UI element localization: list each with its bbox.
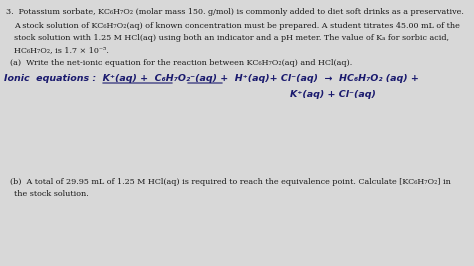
Text: (a)  Write the net-ionic equation for the reaction between KC₆H₇O₂(aq) and HCl(a: (a) Write the net-ionic equation for the… [10,59,352,67]
Text: (b)  A total of 29.95 mL of 1.25 M HCl(aq) is required to reach the equivalence : (b) A total of 29.95 mL of 1.25 M HCl(aq… [10,178,451,186]
Text: K⁺(aq) + Cl⁻(aq): K⁺(aq) + Cl⁻(aq) [290,90,376,99]
Text: HC₆H₇O₂, is 1.7 × 10⁻⁵.: HC₆H₇O₂, is 1.7 × 10⁻⁵. [14,46,109,54]
Text: the stock solution.: the stock solution. [14,190,89,198]
Text: Ionic  equations :  K⁺(aq) +  C₆H₇O₂⁻(aq) +  H⁺(aq)+ Cl⁻(aq)  →  HC₆H₇O₂ (aq) +: Ionic equations : K⁺(aq) + C₆H₇O₂⁻(aq) +… [4,74,419,83]
Text: A stock solution of KC₆H₇O₂(aq) of known concentration must be prepared. A stude: A stock solution of KC₆H₇O₂(aq) of known… [14,22,460,30]
Text: 3.  Potassium sorbate, KC₆H₇O₂ (molar mass 150. g/mol) is commonly added to diet: 3. Potassium sorbate, KC₆H₇O₂ (molar mas… [6,8,464,16]
Text: stock solution with 1.25 M HCl(aq) using both an indicator and a pH meter. The v: stock solution with 1.25 M HCl(aq) using… [14,34,449,42]
